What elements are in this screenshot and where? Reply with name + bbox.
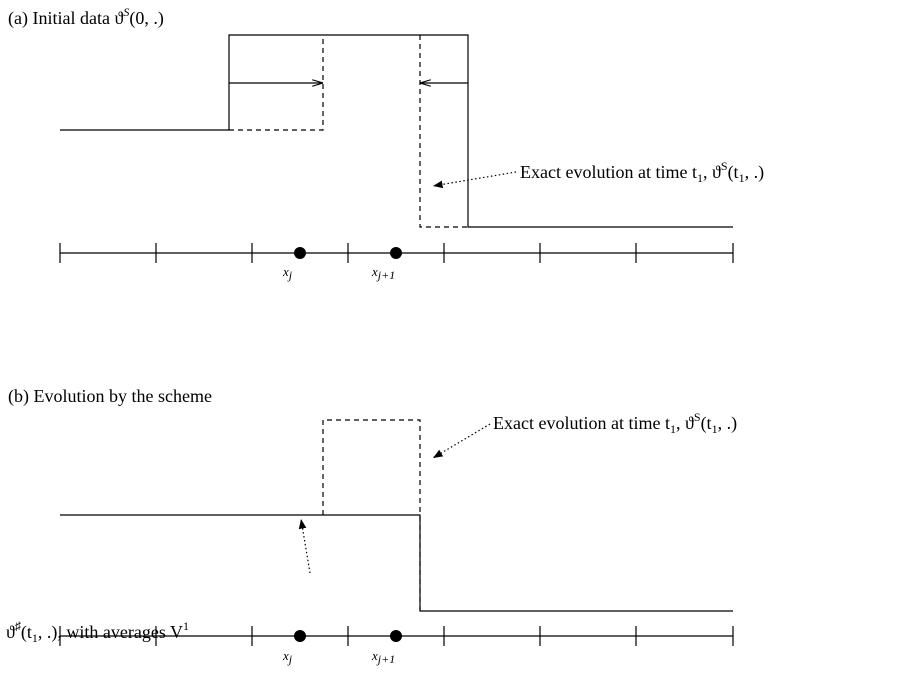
evolved-profile xyxy=(322,419,421,611)
annotation: Exact evolution at time t1, ϑS(t1, .) xyxy=(493,410,737,436)
grid-axis xyxy=(59,243,734,263)
panel-b-title: (b) Evolution by the scheme xyxy=(8,386,212,407)
evolved-profile xyxy=(419,35,468,228)
grid-axis xyxy=(59,626,734,646)
node xyxy=(294,247,306,259)
scheme-profile xyxy=(60,514,733,612)
annotation: Exact evolution at time t1, ϑS(t1, .) xyxy=(520,159,764,185)
node-label: xj+1 xyxy=(371,648,395,666)
node xyxy=(390,247,402,259)
node-label: xj xyxy=(282,648,293,666)
pointer xyxy=(432,171,517,189)
node-label: xj xyxy=(282,264,293,282)
pointer xyxy=(432,423,491,459)
node xyxy=(390,630,402,642)
node xyxy=(294,630,306,642)
initial-profile xyxy=(60,34,733,228)
node-label: xj+1 xyxy=(371,264,395,282)
scheme-label: ϑ♯(t1, .), with averages V1 xyxy=(6,619,189,645)
pointer xyxy=(298,518,311,574)
evolved-profile xyxy=(229,35,324,131)
panel-a-title: (a) Initial data ϑS(0, .) xyxy=(8,5,164,29)
